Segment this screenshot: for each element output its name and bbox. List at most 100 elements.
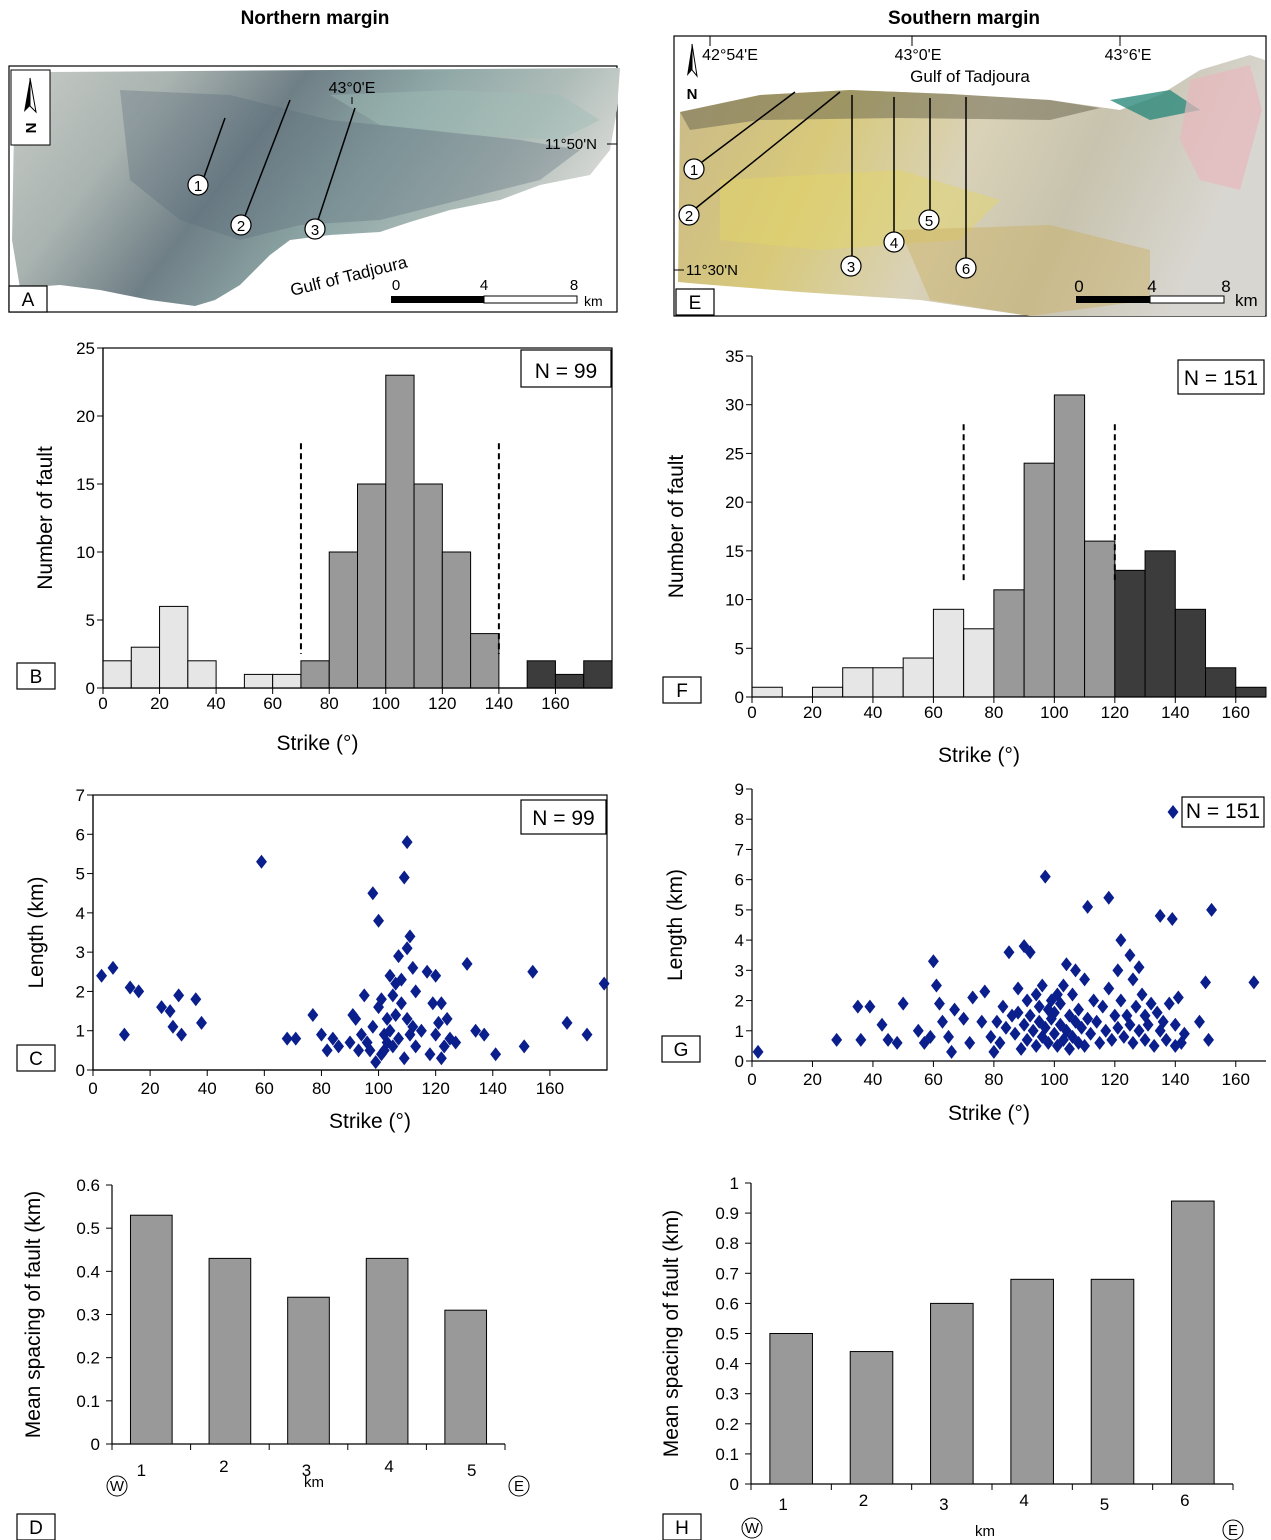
scatter-point — [433, 1015, 444, 1030]
y-tick-label: 4 — [735, 931, 744, 950]
north-arrow-icon — [24, 78, 30, 112]
scatter-point — [1024, 1008, 1036, 1023]
panel-label-h: H — [675, 1518, 689, 1539]
x-axis-label: Strike (°) — [948, 1102, 1030, 1125]
x-tick-label: 4 — [1019, 1491, 1028, 1510]
y-tick-label: 0.8 — [715, 1234, 739, 1253]
x-tick-label: 40 — [207, 694, 226, 713]
scatter-point — [991, 1014, 1003, 1029]
scatter-point — [598, 976, 610, 991]
scatter-point — [427, 996, 439, 1011]
panel-label-f: F — [676, 681, 688, 702]
scatter-point — [937, 1014, 948, 1029]
scatter-point — [852, 999, 864, 1014]
y-tick-label: 9 — [735, 780, 744, 799]
sample-size-label: N = 151 — [1186, 800, 1260, 823]
y-tick-label: 10 — [725, 591, 744, 610]
sample-size-label: N = 99 — [532, 807, 594, 830]
map-north-profile-3: 3 — [304, 218, 326, 240]
scatter-north: 0 1 2 3 4 5 6 7 0 20 40 60 80 100 120 140 160 N = 99 Strik… — [16, 786, 610, 1133]
scatter-point — [347, 1008, 359, 1022]
scatter-point — [1124, 1017, 1136, 1032]
x-tick-label: 80 — [984, 703, 1003, 722]
spacing-bar — [444, 1309, 488, 1445]
histogram-bar — [413, 483, 443, 689]
scatter-point — [1030, 1038, 1042, 1053]
svg-text:1: 1 — [690, 162, 698, 179]
scatter-point — [404, 929, 416, 944]
map-south-urban-area — [1180, 65, 1262, 190]
histogram-south: 0 5 10 15 20 25 30 35 0 20 40 60 80 100 120 140 160 N = 1… — [662, 347, 1267, 767]
panel-label-a-box — [8, 285, 48, 313]
scatter-point — [381, 1035, 393, 1050]
scatter-point — [1036, 978, 1048, 993]
scatter-point — [430, 1027, 442, 1042]
y-tick-label: 0 — [86, 679, 95, 698]
x-tick-label: 60 — [255, 1079, 274, 1098]
map-south-coastal-water — [1110, 90, 1200, 120]
x-tick-label: 3 — [939, 1495, 948, 1514]
scatter-point — [164, 1004, 176, 1019]
scatter-point — [438, 1039, 450, 1054]
scatter-point — [1042, 1035, 1054, 1050]
scatter-point — [1203, 1032, 1215, 1047]
scatter-point — [1103, 981, 1115, 996]
y-tick-label: 0 — [91, 1435, 100, 1454]
map-north-lon-label: 43°0'E — [329, 80, 376, 97]
scatter-point — [387, 988, 399, 1003]
scatter-point — [395, 972, 407, 987]
map-south-profile-1: 1 — [683, 158, 705, 180]
x-tick-label: 40 — [198, 1079, 217, 1098]
scatter-point — [124, 980, 136, 995]
map-south-arrow-label: N — [687, 86, 698, 103]
scatter-point — [1103, 890, 1115, 905]
map-north: N 43°0'E 11°50'N 1 2 3 Gulf of Tadjoura … — [8, 65, 620, 313]
scatter-point — [1085, 1026, 1097, 1041]
scatter-point — [1151, 1005, 1163, 1020]
scatter-point — [997, 999, 1009, 1014]
scatter-point — [358, 988, 370, 1003]
scatter-point — [561, 1015, 573, 1030]
map-south-lat-label: 11°30'N — [686, 262, 738, 279]
histogram-bar — [751, 686, 783, 698]
panel-label-g: G — [674, 1040, 689, 1061]
scatter-point — [398, 870, 410, 885]
histogram-bar — [1114, 569, 1146, 698]
x-axis-label: km — [975, 1523, 995, 1540]
scatter-point — [424, 1047, 436, 1062]
east-marker-circle — [508, 1475, 530, 1497]
map-south-scale-0: 0 — [1074, 277, 1083, 296]
scatter-point — [1160, 1032, 1172, 1047]
y-tick-label: 3 — [735, 961, 744, 980]
scatter-point — [1109, 1008, 1121, 1023]
y-tick-label: 20 — [725, 493, 744, 512]
x-tick-label: 80 — [984, 1070, 1003, 1089]
y-tick-label: 1 — [735, 1022, 744, 1041]
scatter-point — [1060, 957, 1072, 972]
scatter-point — [133, 984, 145, 999]
scatter-point — [401, 835, 413, 850]
scatter-point — [752, 1044, 764, 1059]
scatter-point — [350, 1011, 362, 1026]
scatter-point — [398, 1051, 410, 1066]
y-tick-label: 25 — [725, 444, 744, 463]
map-south-scale-bar-black — [1076, 296, 1150, 303]
scatter-point — [831, 1032, 843, 1047]
scatter-point — [1033, 999, 1045, 1014]
panel-label-g-box — [661, 1035, 701, 1063]
scatter-point — [1082, 1011, 1094, 1026]
histogram-bar — [102, 660, 132, 689]
y-tick-label: 0.5 — [715, 1325, 739, 1344]
y-tick-label: 0.2 — [76, 1349, 100, 1368]
map-south-lon-label-2: 43°0'E — [895, 47, 942, 64]
scatter-point — [1009, 1026, 1021, 1041]
sample-size-label: N = 151 — [1184, 367, 1258, 390]
scatter-point — [1003, 945, 1015, 960]
x-tick-label: 20 — [803, 703, 822, 722]
scatter-point — [315, 1027, 327, 1042]
scatter-point — [1021, 1032, 1033, 1047]
scatter-point — [367, 886, 379, 901]
scatter-point — [1057, 978, 1069, 993]
histogram-bar — [1144, 550, 1176, 698]
map-south-gulf-label: Gulf of Tadjoura — [910, 67, 1030, 86]
